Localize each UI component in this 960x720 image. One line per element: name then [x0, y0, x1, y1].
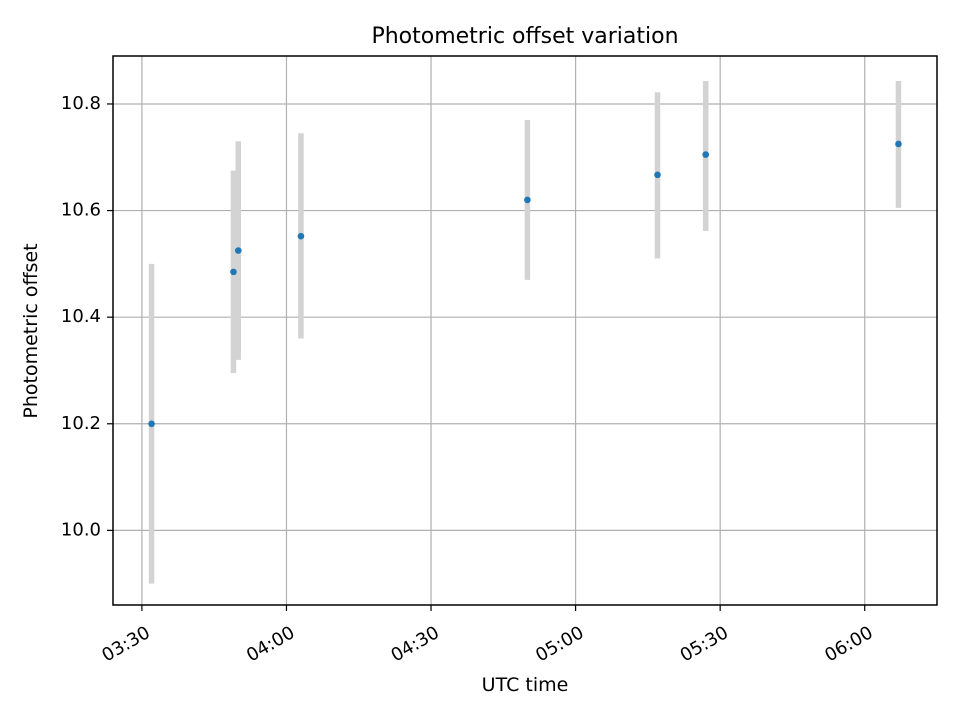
y-axis-ticks: 10.0 10.2 10.4 10.6 10.8	[61, 93, 113, 540]
data-point	[148, 420, 155, 428]
plot-frame	[112, 55, 938, 606]
chart-title: Photometric offset variation	[371, 24, 678, 49]
x-axis-label: UTC time	[482, 674, 569, 696]
data-point	[702, 151, 710, 158]
y-tick-label: 10.6	[61, 200, 101, 221]
y-tick-label: 10.4	[61, 306, 101, 327]
data-points	[148, 140, 902, 428]
y-tick-label: 10.2	[61, 413, 101, 434]
y-tick-label: 10.0	[61, 519, 101, 540]
y-axis-label: Photometric offset	[20, 243, 42, 418]
data-point	[654, 171, 661, 179]
data-point	[524, 196, 531, 204]
data-point	[895, 140, 902, 148]
data-point	[230, 268, 237, 276]
y-tick-label: 10.8	[61, 93, 101, 114]
data-point	[297, 232, 305, 240]
data-point	[234, 247, 242, 254]
grid-lines	[113, 56, 937, 605]
